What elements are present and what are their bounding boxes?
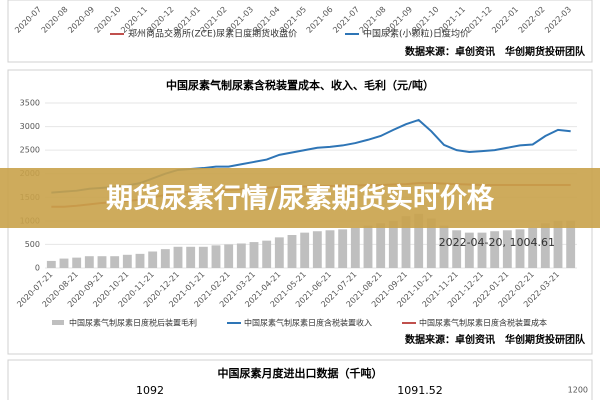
- y-tick-label: 2500: [20, 146, 40, 155]
- bar: [452, 230, 462, 268]
- bar: [515, 229, 525, 268]
- bar: [363, 225, 373, 268]
- bar: [211, 245, 221, 268]
- bar: [84, 256, 94, 268]
- bar: [122, 254, 132, 268]
- bar: [198, 246, 208, 268]
- legend-label: 中国尿素气制尿素日度税后装置毛利: [69, 318, 197, 328]
- bar: [312, 231, 322, 268]
- bar: [401, 216, 411, 268]
- y-tick-label: 3000: [20, 122, 40, 131]
- bar: [464, 232, 474, 268]
- y-tick-label: 3500: [20, 99, 40, 108]
- annotation: 2022-04-20, 1004.61: [439, 236, 555, 249]
- banner: [0, 168, 600, 228]
- bar: [540, 223, 550, 268]
- bar: [388, 220, 398, 268]
- bar: [186, 246, 196, 268]
- y-tick-label: 0: [35, 264, 40, 273]
- bar: [46, 260, 56, 268]
- bar: [262, 240, 272, 268]
- legend-swatch: [52, 320, 64, 325]
- bottom-title: 中国尿素月度进出口数据（千吨）: [218, 366, 383, 380]
- source: 数据来源：卓创资讯 华创期货投研团队: [405, 45, 586, 58]
- bar: [274, 237, 284, 268]
- bar: [477, 232, 487, 268]
- bottom-label: 1092: [136, 384, 164, 397]
- bottom-card: [7, 359, 593, 404]
- bar: [502, 230, 512, 268]
- legend-label: 中国尿素(小颗粒)日度均价: [363, 28, 469, 40]
- source: 数据来源：卓创资讯 华创期货投研团队: [405, 333, 586, 346]
- bar: [439, 225, 449, 268]
- bar: [414, 213, 424, 268]
- bar: [224, 244, 234, 268]
- bar: [528, 227, 538, 268]
- bar: [72, 257, 82, 268]
- top-card: [7, 0, 593, 63]
- chart-title: 中国尿素气制尿素含税装置成本、收入、毛利（元/吨）: [166, 78, 434, 92]
- bar: [135, 253, 145, 268]
- bar: [148, 251, 158, 268]
- bar: [350, 227, 360, 268]
- bar: [426, 218, 436, 268]
- bar: [338, 229, 348, 268]
- bar: [325, 230, 335, 268]
- bar: [287, 235, 297, 268]
- bar: [249, 242, 259, 268]
- bar: [376, 223, 386, 268]
- bar: [566, 220, 576, 268]
- bar: [97, 256, 107, 268]
- bar: [59, 258, 69, 268]
- bar: [236, 243, 246, 268]
- bottom-label: 1091.52: [397, 384, 443, 397]
- legend-label: 中国尿素气制尿素日度含税装置收入: [244, 318, 372, 328]
- bar: [490, 231, 500, 268]
- legend-label: 郑州商品交易所(ZCE)尿素日度期货收盘价: [128, 28, 297, 40]
- y-tick-label: 500: [25, 240, 40, 249]
- banner-text: 期货尿素行情/尿素期货实时价格: [106, 183, 495, 215]
- bar: [110, 256, 120, 268]
- bar: [160, 249, 170, 268]
- bottom-axis-label: 1200: [568, 386, 588, 395]
- bar: [553, 220, 563, 268]
- legend-label: 中国尿素气制尿素日度含税装置成本: [419, 318, 547, 328]
- bar: [300, 232, 310, 268]
- bar: [173, 246, 183, 268]
